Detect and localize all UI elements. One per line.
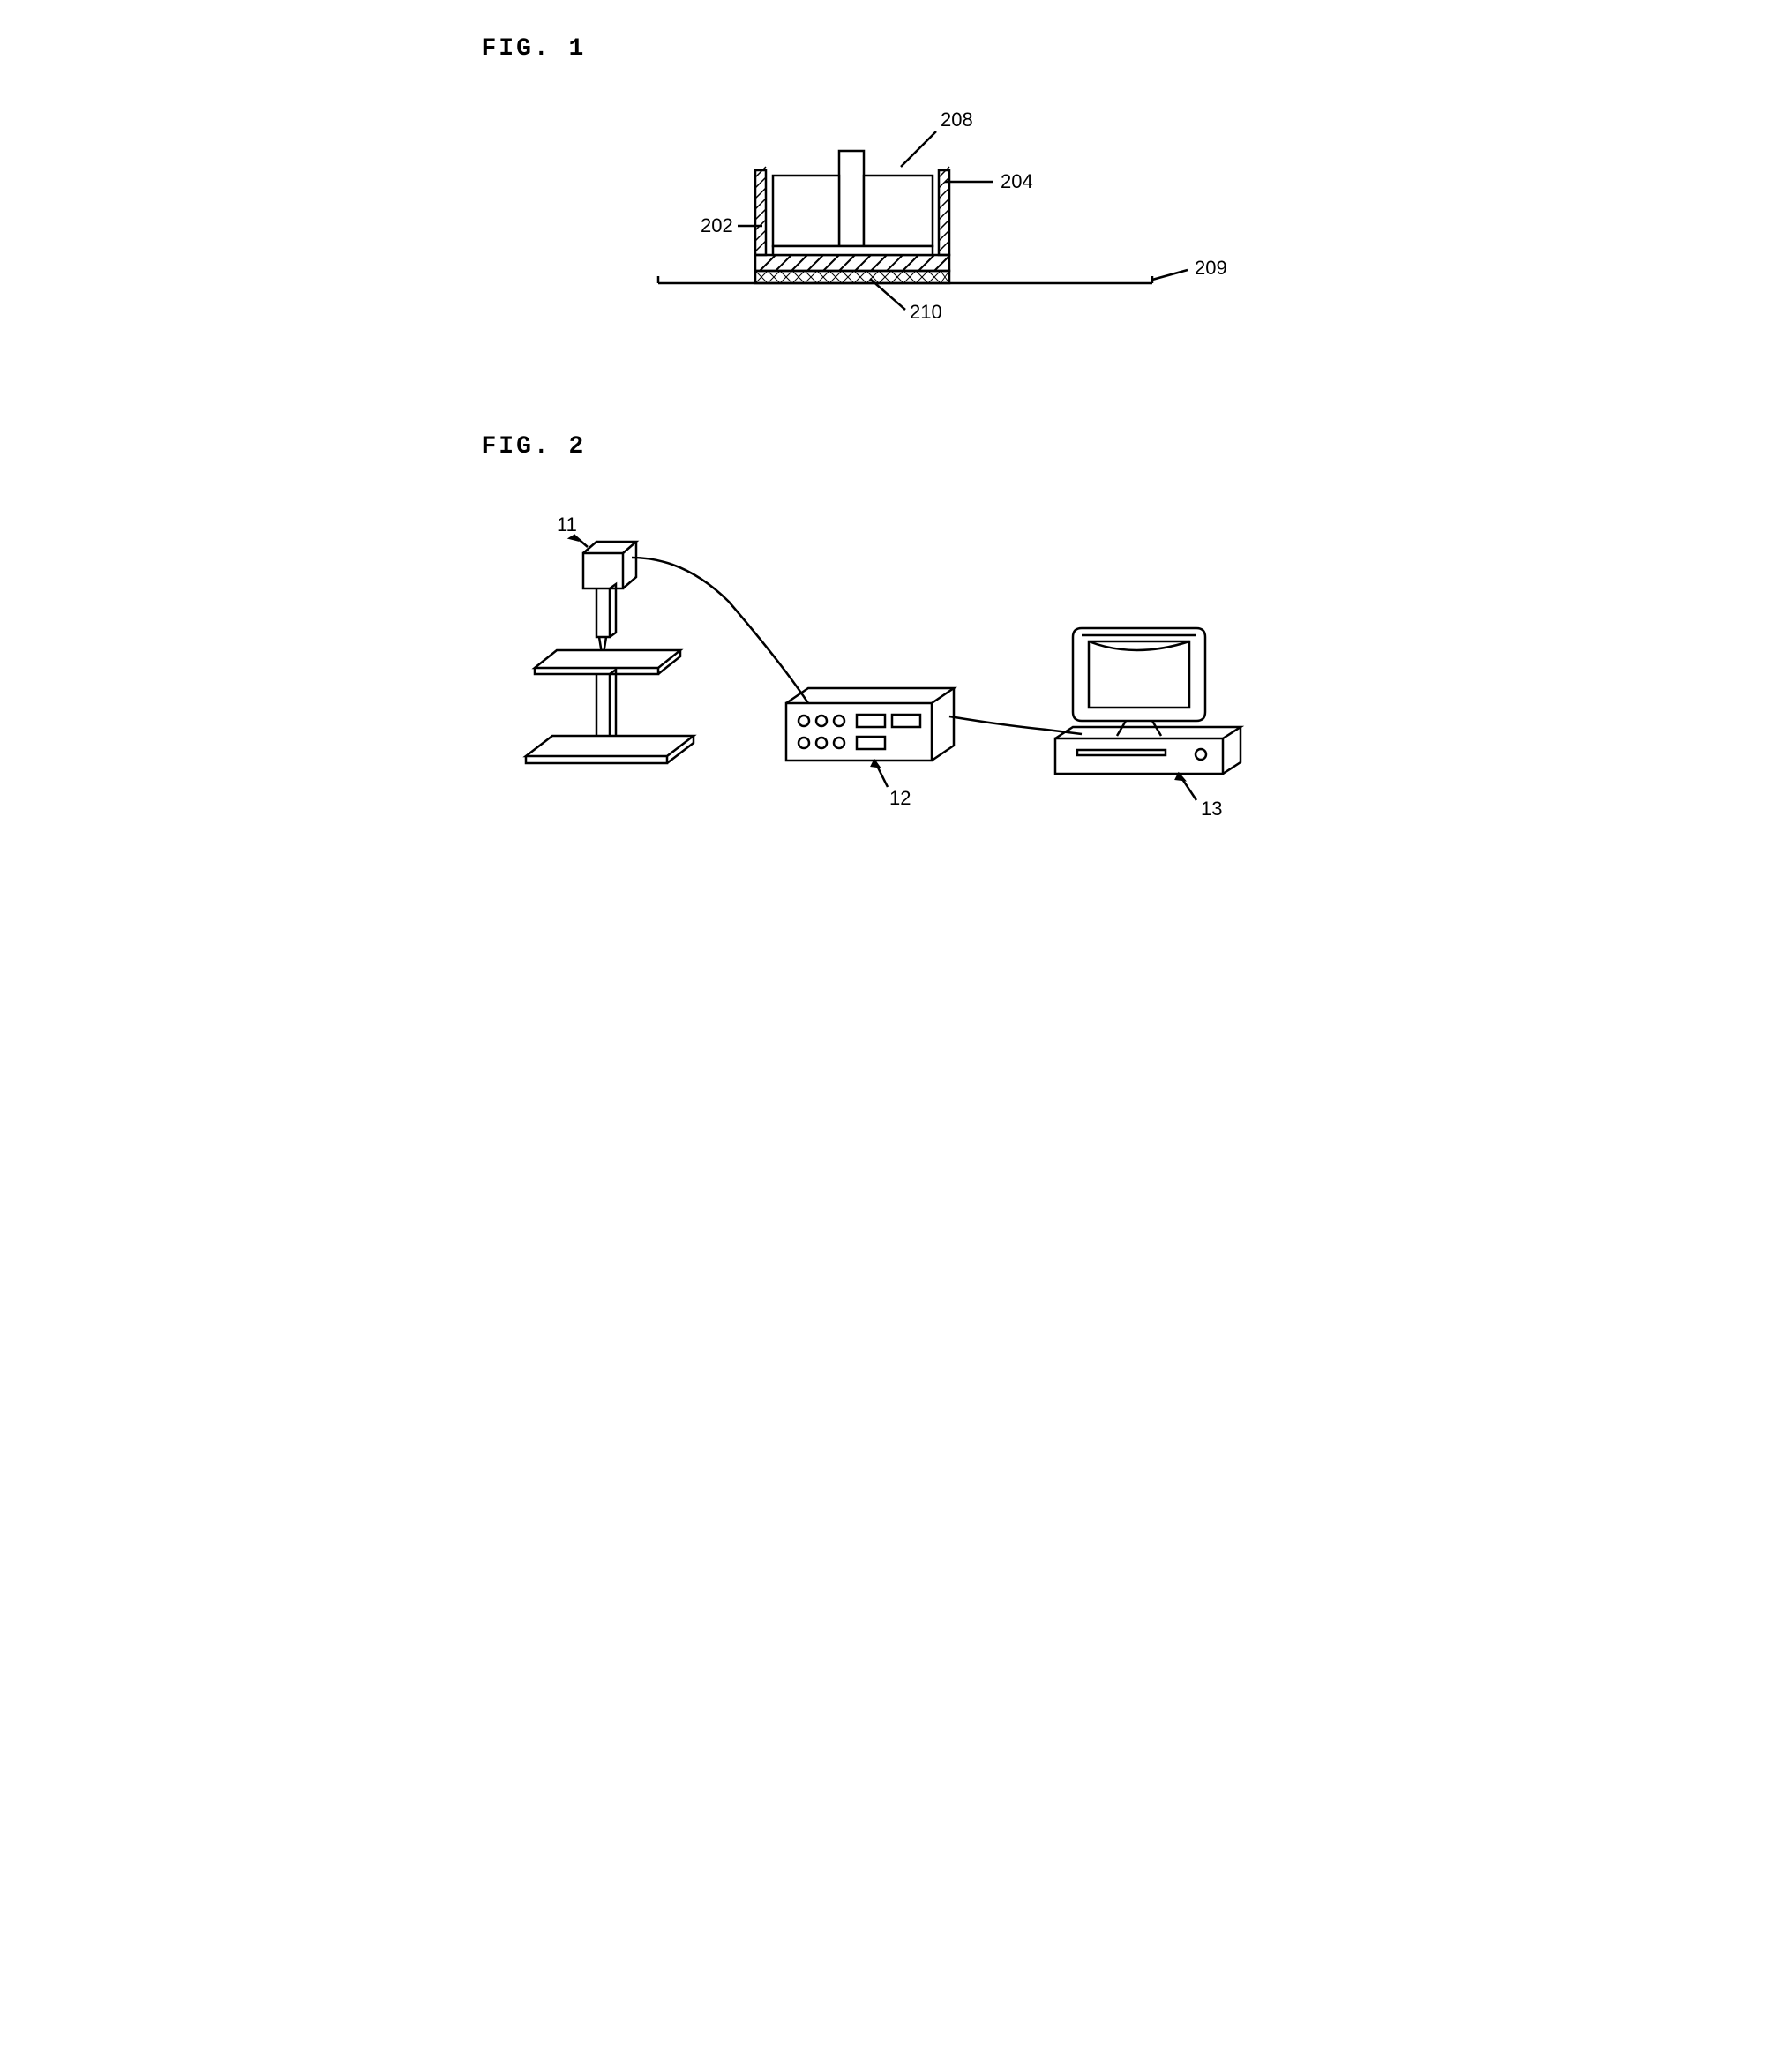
fig2-title: FIG. 2: [482, 433, 1338, 461]
fig1-title: FIG. 1: [482, 35, 1338, 63]
label-210: 210: [910, 301, 942, 323]
fig1-diagram: 208 204 202 209 210: [499, 98, 1293, 363]
label-208: 208: [941, 109, 973, 131]
label-204: 204: [1001, 170, 1033, 192]
label-11: 11: [557, 513, 577, 536]
fig2-diagram: 11 12 13: [482, 496, 1276, 831]
label-13: 13: [1201, 798, 1222, 820]
label-209: 209: [1195, 257, 1227, 279]
label-202: 202: [701, 214, 733, 236]
label-12: 12: [889, 787, 911, 809]
